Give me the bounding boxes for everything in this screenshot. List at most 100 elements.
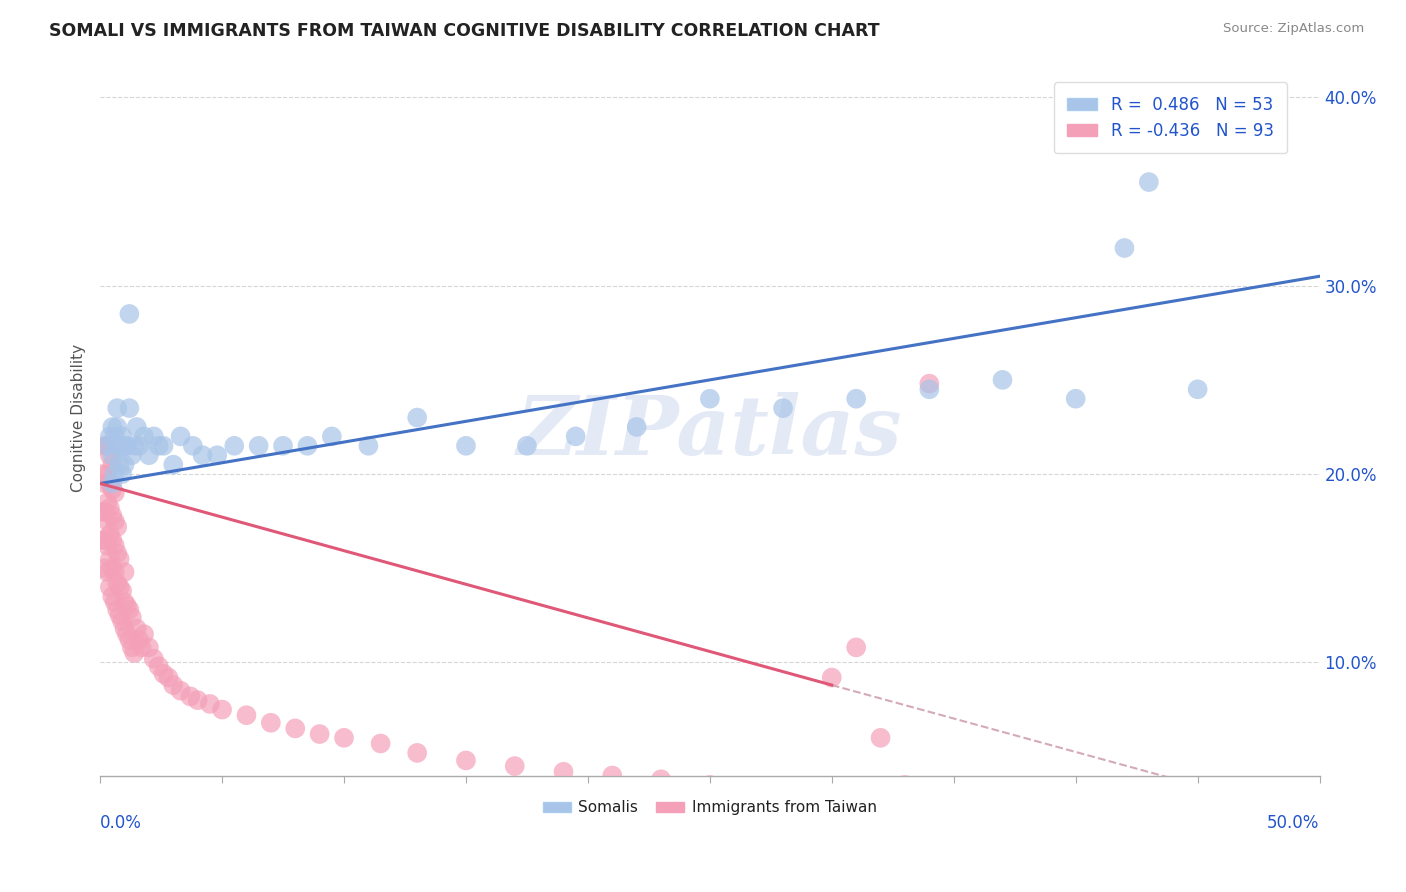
- Point: [94, 561, 117, 575]
- Point: [162, 678, 184, 692]
- Point: [284, 722, 307, 736]
- Point: [157, 671, 180, 685]
- Point: [114, 565, 136, 579]
- Point: [748, 783, 770, 797]
- Point: [91, 505, 114, 519]
- Point: [98, 552, 121, 566]
- Point: [105, 520, 128, 534]
- Point: [297, 439, 319, 453]
- Point: [148, 659, 170, 673]
- Point: [503, 759, 526, 773]
- Point: [96, 495, 118, 509]
- Point: [991, 788, 1014, 802]
- Point: [271, 439, 294, 453]
- Point: [1187, 382, 1209, 396]
- Point: [96, 439, 118, 453]
- Point: [115, 439, 138, 453]
- Point: [142, 651, 165, 665]
- Point: [114, 622, 136, 636]
- Text: 50.0%: 50.0%: [1267, 814, 1320, 832]
- Point: [108, 439, 131, 453]
- Point: [118, 603, 141, 617]
- Point: [308, 727, 330, 741]
- Point: [98, 429, 121, 443]
- Point: [121, 640, 143, 655]
- Point: [650, 772, 672, 787]
- Point: [1114, 241, 1136, 255]
- Point: [169, 429, 191, 443]
- Point: [108, 580, 131, 594]
- Point: [142, 429, 165, 443]
- Point: [845, 392, 868, 406]
- Point: [918, 382, 941, 396]
- Point: [91, 467, 114, 481]
- Point: [105, 439, 128, 453]
- Point: [98, 500, 121, 515]
- Point: [1211, 798, 1233, 813]
- Point: [128, 439, 150, 453]
- Point: [148, 439, 170, 453]
- Point: [105, 546, 128, 560]
- Text: ZIPatlas: ZIPatlas: [517, 392, 903, 472]
- Point: [138, 448, 160, 462]
- Point: [111, 583, 134, 598]
- Point: [1309, 806, 1331, 821]
- Point: [104, 595, 127, 609]
- Point: [125, 420, 148, 434]
- Point: [94, 476, 117, 491]
- Legend: Somalis, Immigrants from Taiwan: Somalis, Immigrants from Taiwan: [537, 795, 883, 822]
- Point: [91, 533, 114, 547]
- Point: [1161, 797, 1184, 811]
- Point: [1064, 392, 1087, 406]
- Point: [132, 627, 155, 641]
- Point: [162, 458, 184, 472]
- Point: [124, 439, 146, 453]
- Point: [553, 764, 575, 779]
- Point: [406, 746, 429, 760]
- Point: [114, 458, 136, 472]
- Point: [121, 448, 143, 462]
- Point: [699, 392, 721, 406]
- Point: [104, 539, 127, 553]
- Point: [179, 690, 201, 704]
- Point: [94, 505, 117, 519]
- Point: [101, 561, 124, 575]
- Point: [198, 697, 221, 711]
- Point: [224, 439, 246, 453]
- Point: [96, 565, 118, 579]
- Point: [105, 603, 128, 617]
- Point: [191, 448, 214, 462]
- Point: [181, 439, 204, 453]
- Point: [454, 439, 477, 453]
- Point: [118, 401, 141, 416]
- Point: [600, 768, 623, 782]
- Point: [104, 514, 127, 528]
- Point: [845, 640, 868, 655]
- Point: [108, 458, 131, 472]
- Point: [796, 788, 818, 802]
- Point: [98, 476, 121, 491]
- Point: [108, 608, 131, 623]
- Point: [131, 640, 153, 655]
- Point: [918, 376, 941, 391]
- Point: [115, 627, 138, 641]
- Point: [121, 610, 143, 624]
- Point: [124, 646, 146, 660]
- Point: [152, 666, 174, 681]
- Point: [94, 439, 117, 453]
- Point: [516, 439, 538, 453]
- Point: [894, 778, 917, 792]
- Point: [357, 439, 380, 453]
- Point: [138, 640, 160, 655]
- Point: [406, 410, 429, 425]
- Point: [699, 778, 721, 792]
- Point: [1137, 175, 1160, 189]
- Point: [101, 448, 124, 462]
- Point: [772, 401, 794, 416]
- Point: [260, 715, 283, 730]
- Point: [869, 731, 891, 745]
- Point: [94, 533, 117, 547]
- Point: [105, 420, 128, 434]
- Point: [105, 576, 128, 591]
- Point: [104, 467, 127, 481]
